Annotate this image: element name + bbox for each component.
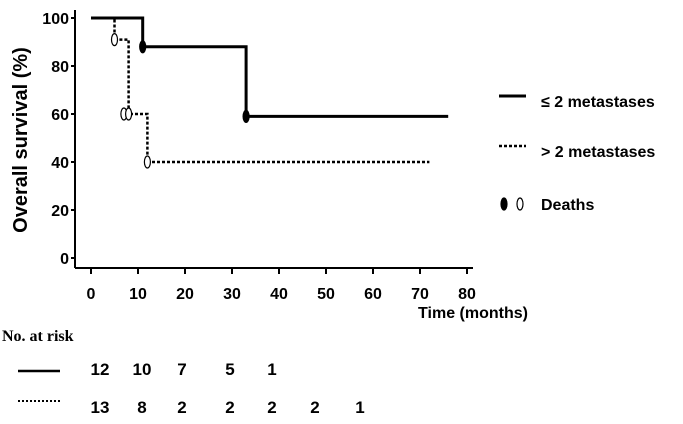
series-line-2 xyxy=(91,16,430,164)
death-markers xyxy=(110,32,250,169)
risk-value: 10 xyxy=(133,360,152,379)
death-marker-open xyxy=(110,32,119,47)
x-tick-label: 0 xyxy=(87,286,96,303)
legend-deaths-label: Deaths xyxy=(541,197,594,214)
risk-value: 5 xyxy=(225,360,234,379)
number-at-risk-table: No. at risk 12 10 7 5 1 13 8 2 2 2 2 1 xyxy=(2,328,365,417)
risk-table-title: No. at risk xyxy=(2,328,74,345)
death-marker-open xyxy=(143,155,151,169)
x-axis-label: Time (months) xyxy=(418,305,528,322)
x-tick-label: 70 xyxy=(411,286,429,303)
risk-value: 8 xyxy=(137,398,146,417)
risk-value: 1 xyxy=(355,398,364,417)
legend-label-1: ≤ 2 metastases xyxy=(541,94,655,111)
risk-value: 2 xyxy=(310,398,319,417)
legend-label-2: > 2 metastases xyxy=(541,144,655,161)
axes: 0 20 40 60 80 100 0 10 20 30 40 50 60 70 80 xyxy=(42,10,476,303)
risk-value: 7 xyxy=(177,360,186,379)
y-tick-label: 60 xyxy=(51,107,69,124)
risk-value: 13 xyxy=(91,398,110,417)
death-marker-filled xyxy=(242,109,250,124)
y-tick-label: 80 xyxy=(51,59,69,76)
risk-value: 2 xyxy=(267,398,276,417)
death-marker-filled xyxy=(139,40,147,54)
y-axis-label: Overall survival (%) xyxy=(10,47,32,233)
x-tick-label: 40 xyxy=(270,286,288,303)
series-line-1 xyxy=(91,16,449,118)
legend-death-open xyxy=(516,197,524,211)
y-tick-label: 20 xyxy=(51,203,69,220)
series-layer xyxy=(91,16,449,164)
x-tick-label: 20 xyxy=(176,286,194,303)
x-tick-label: 50 xyxy=(317,286,335,303)
y-tick-label: 0 xyxy=(60,251,69,268)
death-marker-open xyxy=(125,107,133,121)
legend: ≤ 2 metastases > 2 metastases Deaths xyxy=(499,94,655,214)
y-tick-label: 100 xyxy=(42,11,69,28)
legend-death-filled xyxy=(500,197,508,211)
risk-value: 12 xyxy=(91,360,110,379)
x-tick-label: 10 xyxy=(129,286,147,303)
x-tick-label: 30 xyxy=(223,286,241,303)
x-tick-label: 60 xyxy=(364,286,382,303)
y-tick-label: 40 xyxy=(51,155,69,172)
risk-value: 1 xyxy=(267,360,276,379)
risk-value: 2 xyxy=(177,398,186,417)
x-tick-label: 80 xyxy=(458,286,476,303)
risk-value: 2 xyxy=(225,398,234,417)
